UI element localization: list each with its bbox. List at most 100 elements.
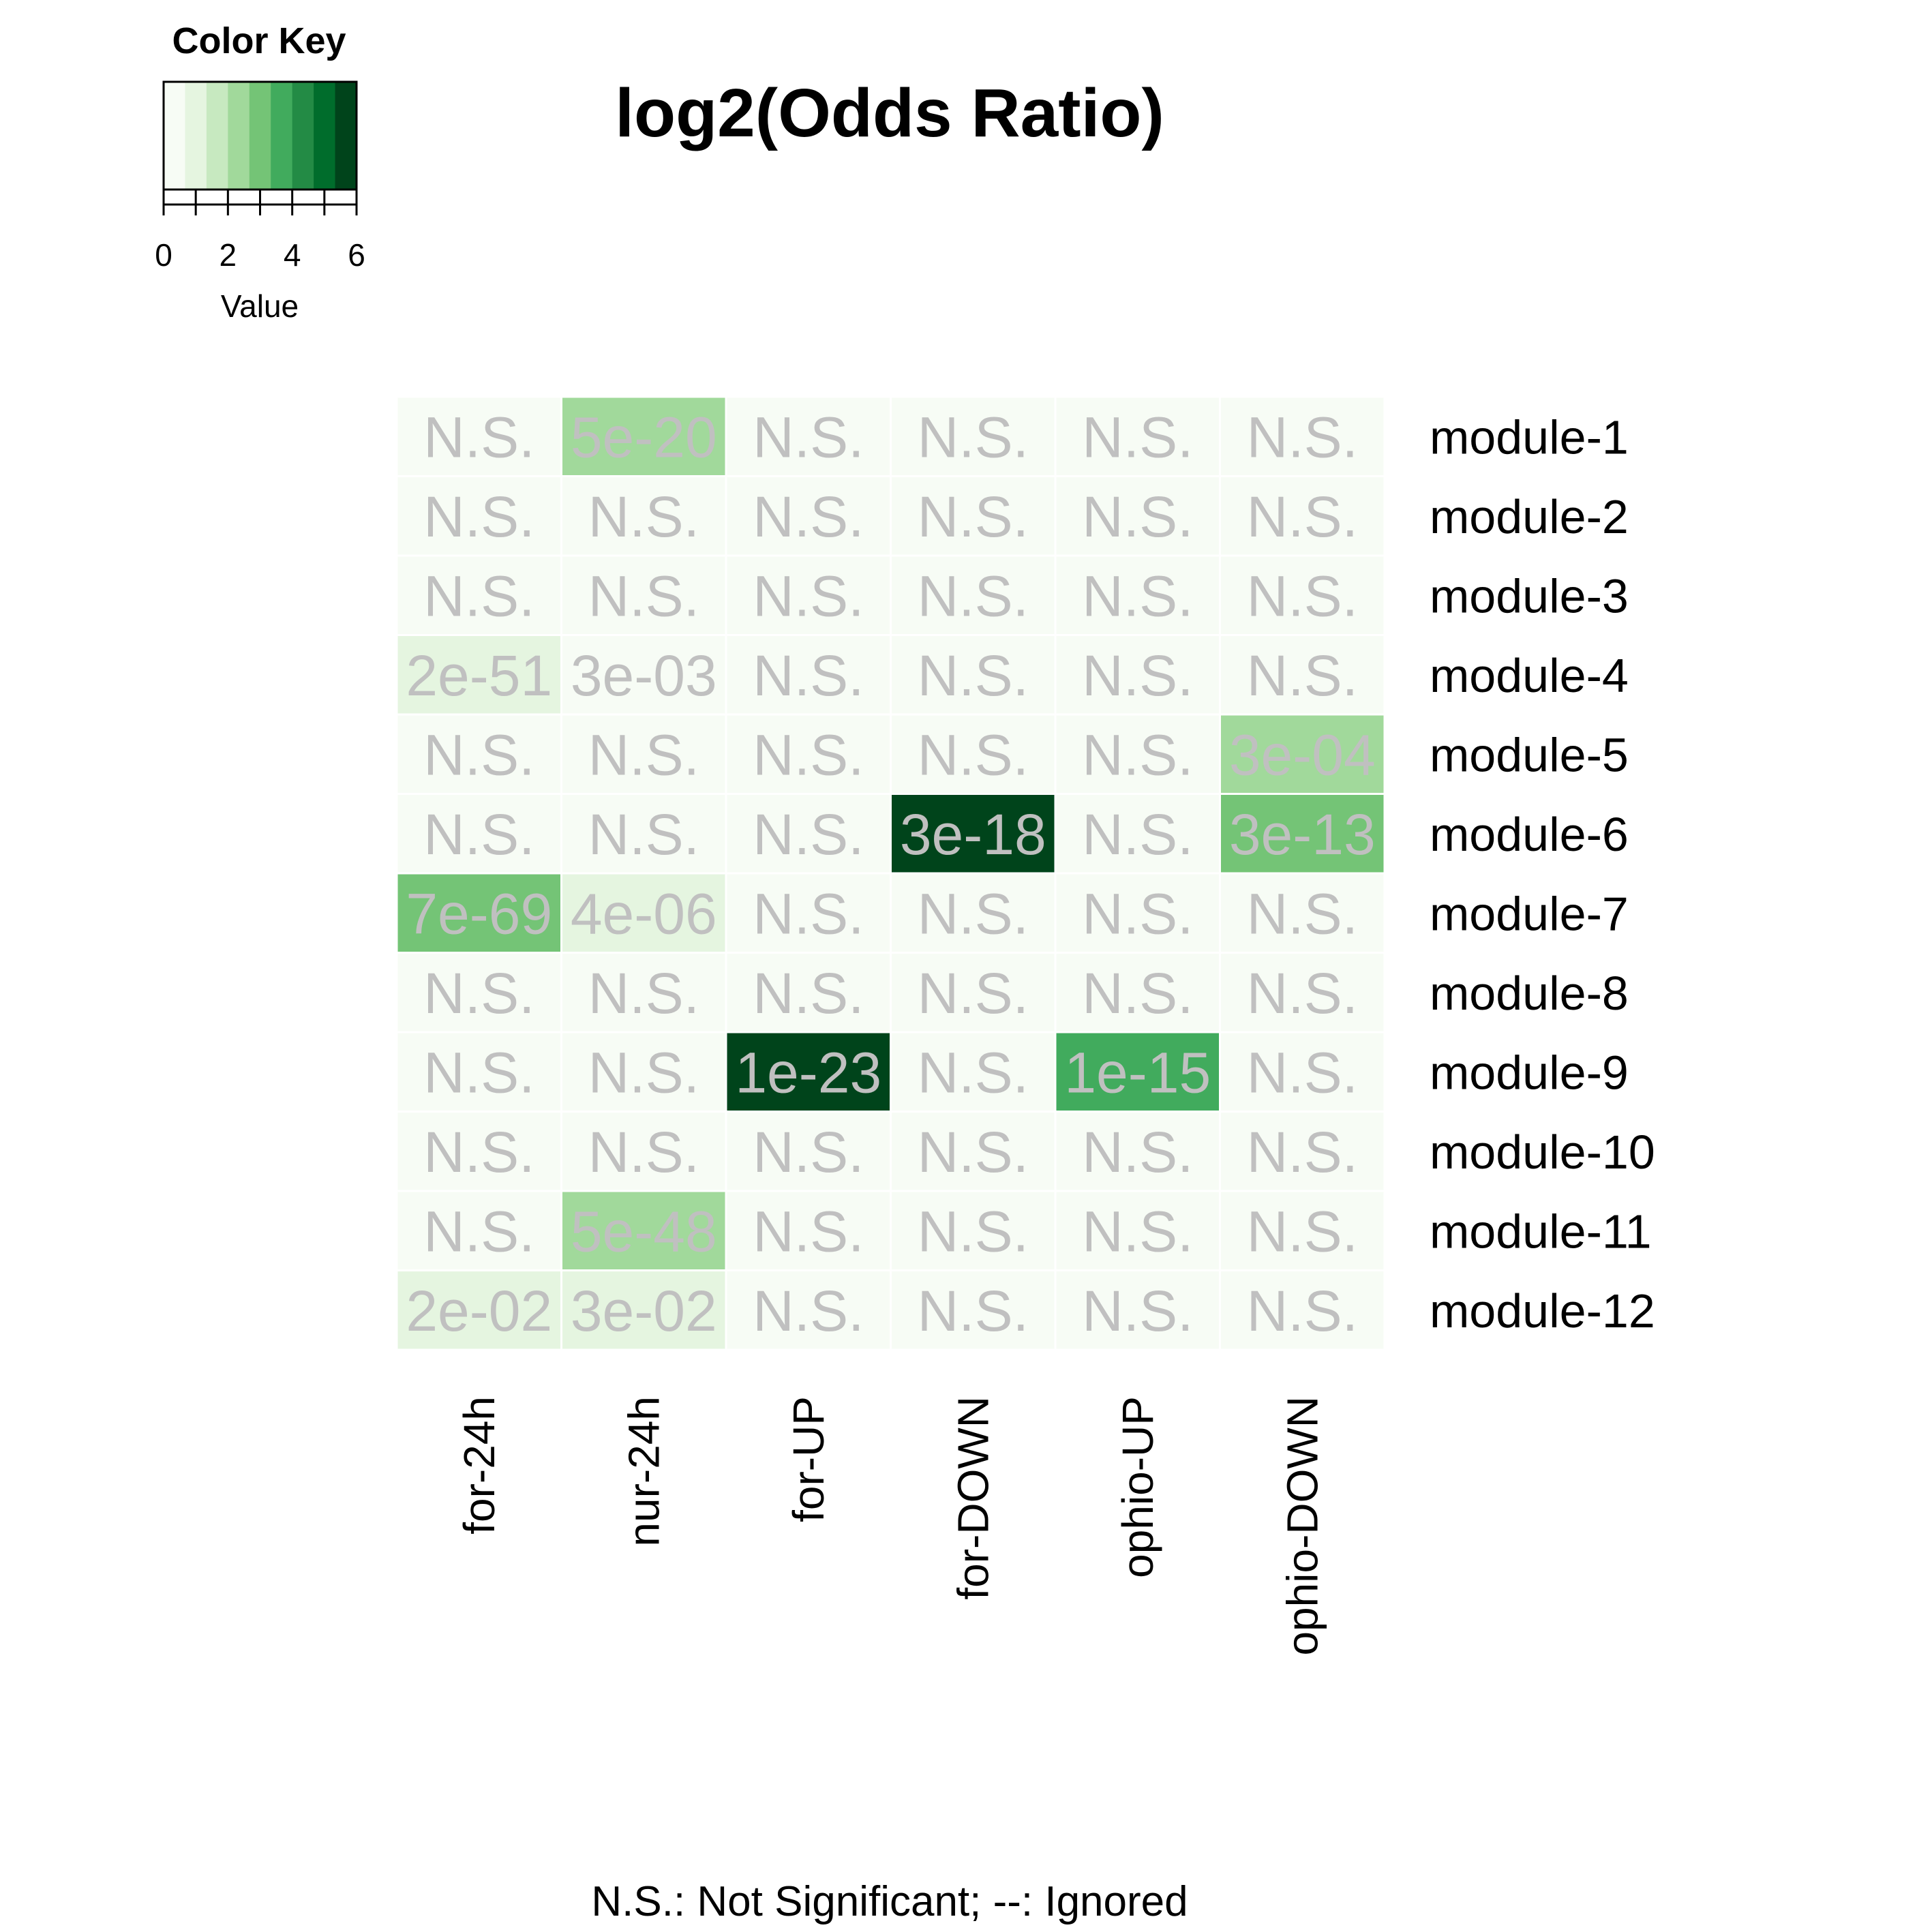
color-key-title: Color Key (172, 20, 346, 61)
cell-label: N.S. (753, 485, 864, 549)
cell-label: N.S. (753, 723, 864, 787)
cell-label: 3e-04 (1229, 723, 1376, 787)
row-label: module-2 (1430, 490, 1629, 543)
cell-label: 2e-02 (406, 1279, 552, 1343)
column-labels: for-24h nur-24h for-UP for-DOWN ophio-UP ophi… (455, 1396, 1327, 1656)
cell-label: N.S. (423, 1199, 534, 1263)
cell-label: N.S. (1247, 1199, 1358, 1263)
cell-label: N.S. (918, 881, 1029, 946)
footnote: N.S.: Not Significant; --: Ignored (591, 1878, 1188, 1925)
cell-label: N.S. (918, 1279, 1029, 1343)
cell-label: N.S. (918, 961, 1029, 1025)
color-key-swatch (228, 82, 250, 190)
cell-label: N.S. (423, 723, 534, 787)
column-label: for-UP (784, 1396, 833, 1522)
column-label: for-DOWN (948, 1396, 997, 1600)
cell-label: N.S. (918, 485, 1029, 549)
cell-label: N.S. (1247, 485, 1358, 549)
heatmap-cell (1219, 554, 1386, 636)
cell-label: 3e-13 (1229, 802, 1376, 866)
heatmap-cell (890, 952, 1057, 1033)
cell-label: N.S. (1247, 881, 1358, 946)
color-key-ticks: 0 2 4 6 (155, 190, 365, 273)
heatmap-cell (395, 713, 562, 795)
row-label: module-12 (1430, 1284, 1655, 1338)
cell-label: N.S. (918, 564, 1029, 628)
cell-label: N.S. (918, 405, 1029, 469)
cell-label: N.S. (753, 1199, 864, 1263)
color-key-swatch (271, 82, 293, 190)
row-label: module-10 (1430, 1126, 1655, 1179)
cell-label: N.S. (753, 1120, 864, 1184)
row-labels: module-1 module-2 module-3 module-4 module-5… (1430, 410, 1655, 1338)
row-label: module-5 (1430, 728, 1629, 781)
cell-label: N.S. (1247, 1120, 1358, 1184)
row-label: module-1 (1430, 410, 1629, 464)
heatmap-cell (890, 554, 1057, 636)
heatmap-cell (395, 872, 562, 954)
cell-label: N.S. (588, 961, 699, 1025)
color-key-swatch (249, 82, 271, 190)
color-key-swatch (185, 82, 207, 190)
heatmap-cell (890, 872, 1057, 954)
cell-label: N.S. (1247, 405, 1358, 469)
heatmap-cell (725, 793, 892, 875)
color-key-tick-label: 2 (220, 237, 237, 273)
color-key-axis-label: Value (221, 288, 299, 324)
cell-label: N.S. (423, 564, 534, 628)
row-label: module-3 (1430, 569, 1629, 622)
cell-label: N.S. (918, 1040, 1029, 1104)
cell-label: 4e-06 (571, 881, 717, 946)
color-key-tick-label: 4 (284, 237, 301, 273)
cell-label: N.S. (588, 564, 699, 628)
column-label: nur-24h (619, 1396, 668, 1547)
heatmap-cell (725, 554, 892, 636)
cell-label: N.S. (588, 1040, 699, 1104)
cell-label: N.S. (753, 644, 864, 708)
cell-label: N.S. (1247, 564, 1358, 628)
heatmap-cell (1219, 475, 1386, 557)
row-label: module-9 (1430, 1046, 1629, 1099)
heatmap-cells: N.S. 5e-20 N.S. N.S. N.S. N.S. N.S. N.S. N.S. N.S… (395, 395, 1386, 1351)
cell-label: N.S. (1082, 881, 1193, 946)
cell-label: N.S. (753, 1279, 864, 1343)
row-label: module-6 (1430, 808, 1629, 861)
color-key-tick-label: 6 (348, 237, 365, 273)
heatmap-cell (1054, 554, 1221, 636)
heatmap-cell (725, 634, 892, 716)
heatmap-cell (1219, 1111, 1386, 1192)
cell-label: N.S. (1247, 1040, 1358, 1104)
chart-title: log2(Odds Ratio) (615, 75, 1164, 151)
heatmap-cell (1054, 713, 1221, 795)
heatmap-cell (560, 952, 727, 1033)
cell-label: 7e-69 (406, 881, 552, 946)
row-label: module-8 (1430, 967, 1629, 1020)
cell-label: N.S. (423, 1040, 534, 1104)
heatmap-cell (560, 1190, 727, 1271)
cell-label: N.S. (1082, 564, 1193, 628)
heatmap-cell (725, 1031, 892, 1113)
heatmap-cell (1219, 793, 1386, 875)
cell-label: N.S. (753, 881, 864, 946)
cell-label: N.S. (423, 485, 534, 549)
cell-label: 3e-03 (571, 644, 717, 708)
heatmap-cell (1219, 395, 1386, 477)
cell-label: N.S. (918, 1120, 1029, 1184)
cell-label: 3e-18 (900, 802, 1046, 866)
color-key-tick-label: 0 (155, 237, 172, 273)
row-label: module-7 (1430, 887, 1629, 940)
cell-label: N.S. (1247, 1279, 1358, 1343)
heatmap-cell (890, 713, 1057, 795)
heatmap-cell (1219, 1190, 1386, 1271)
cell-label: N.S. (1082, 802, 1193, 866)
cell-label: N.S. (588, 723, 699, 787)
heatmap-cell (1054, 1111, 1221, 1192)
heatmap-cell (1054, 1031, 1221, 1113)
cell-label: N.S. (1247, 961, 1358, 1025)
color-key-swatches (164, 82, 357, 190)
heatmap-cell (1219, 634, 1386, 716)
heatmap-cell (890, 395, 1057, 477)
color-key-swatch (314, 82, 336, 190)
cell-label: N.S. (423, 405, 534, 469)
